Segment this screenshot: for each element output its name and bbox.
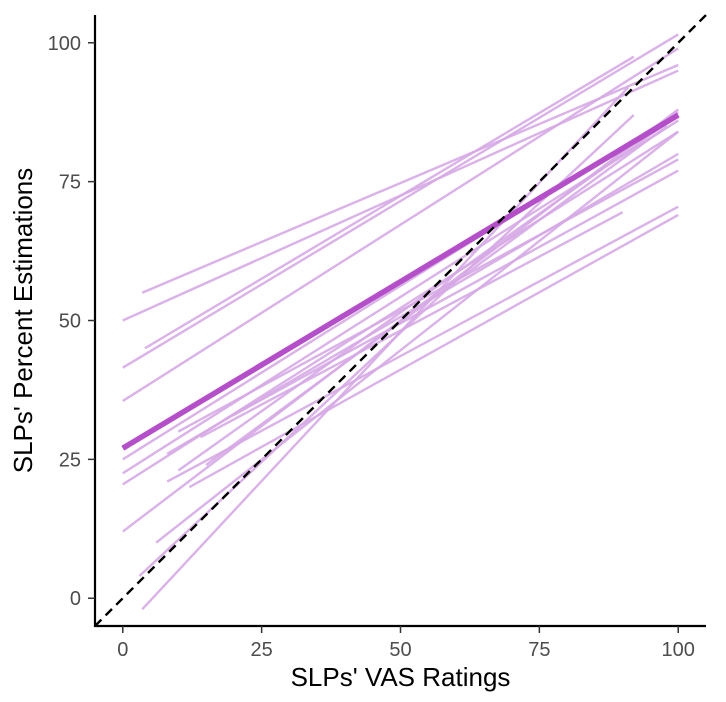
y-axis-title: SLPs' Percent Estimations xyxy=(8,168,38,474)
tick-marks-and-labels: 0 25 50 75 100 0 25 50 75 100 xyxy=(48,33,695,661)
identity-reference-line-group xyxy=(94,14,707,627)
y-tick-label-0: 0 xyxy=(70,588,81,610)
y-tick-label-100: 100 xyxy=(48,33,81,55)
individual-line-11 xyxy=(166,205,679,483)
y-tick-label-50: 50 xyxy=(59,311,81,333)
x-tick-label-75: 75 xyxy=(528,639,550,661)
individual-line-20 xyxy=(233,169,679,416)
mean-regression-line-group xyxy=(121,112,680,451)
x-tick-label-50: 50 xyxy=(389,639,411,661)
x-tick-label-0: 0 xyxy=(117,639,128,661)
identity-reference-line xyxy=(94,14,707,627)
individual-line-18 xyxy=(155,130,679,544)
individual-line-14 xyxy=(141,86,630,611)
x-tick-label-100: 100 xyxy=(662,639,695,661)
individual-line-4 xyxy=(122,47,679,403)
individual-line-12 xyxy=(122,108,679,533)
individual-line-3 xyxy=(122,33,679,369)
individual-line-10 xyxy=(177,158,679,433)
mean-regression-line xyxy=(121,112,680,451)
individual-line-1 xyxy=(141,63,679,294)
individual-line-15 xyxy=(188,213,679,489)
y-tick-label-75: 75 xyxy=(59,172,81,194)
x-tick-label-25: 25 xyxy=(251,639,273,661)
individual-regression-lines xyxy=(122,33,679,611)
individual-line-16 xyxy=(199,211,624,439)
y-tick-label-25: 25 xyxy=(59,449,81,471)
individual-line-19 xyxy=(205,125,668,466)
x-axis-title: SLPs' VAS Ratings xyxy=(291,662,511,692)
individual-line-5 xyxy=(144,55,635,350)
